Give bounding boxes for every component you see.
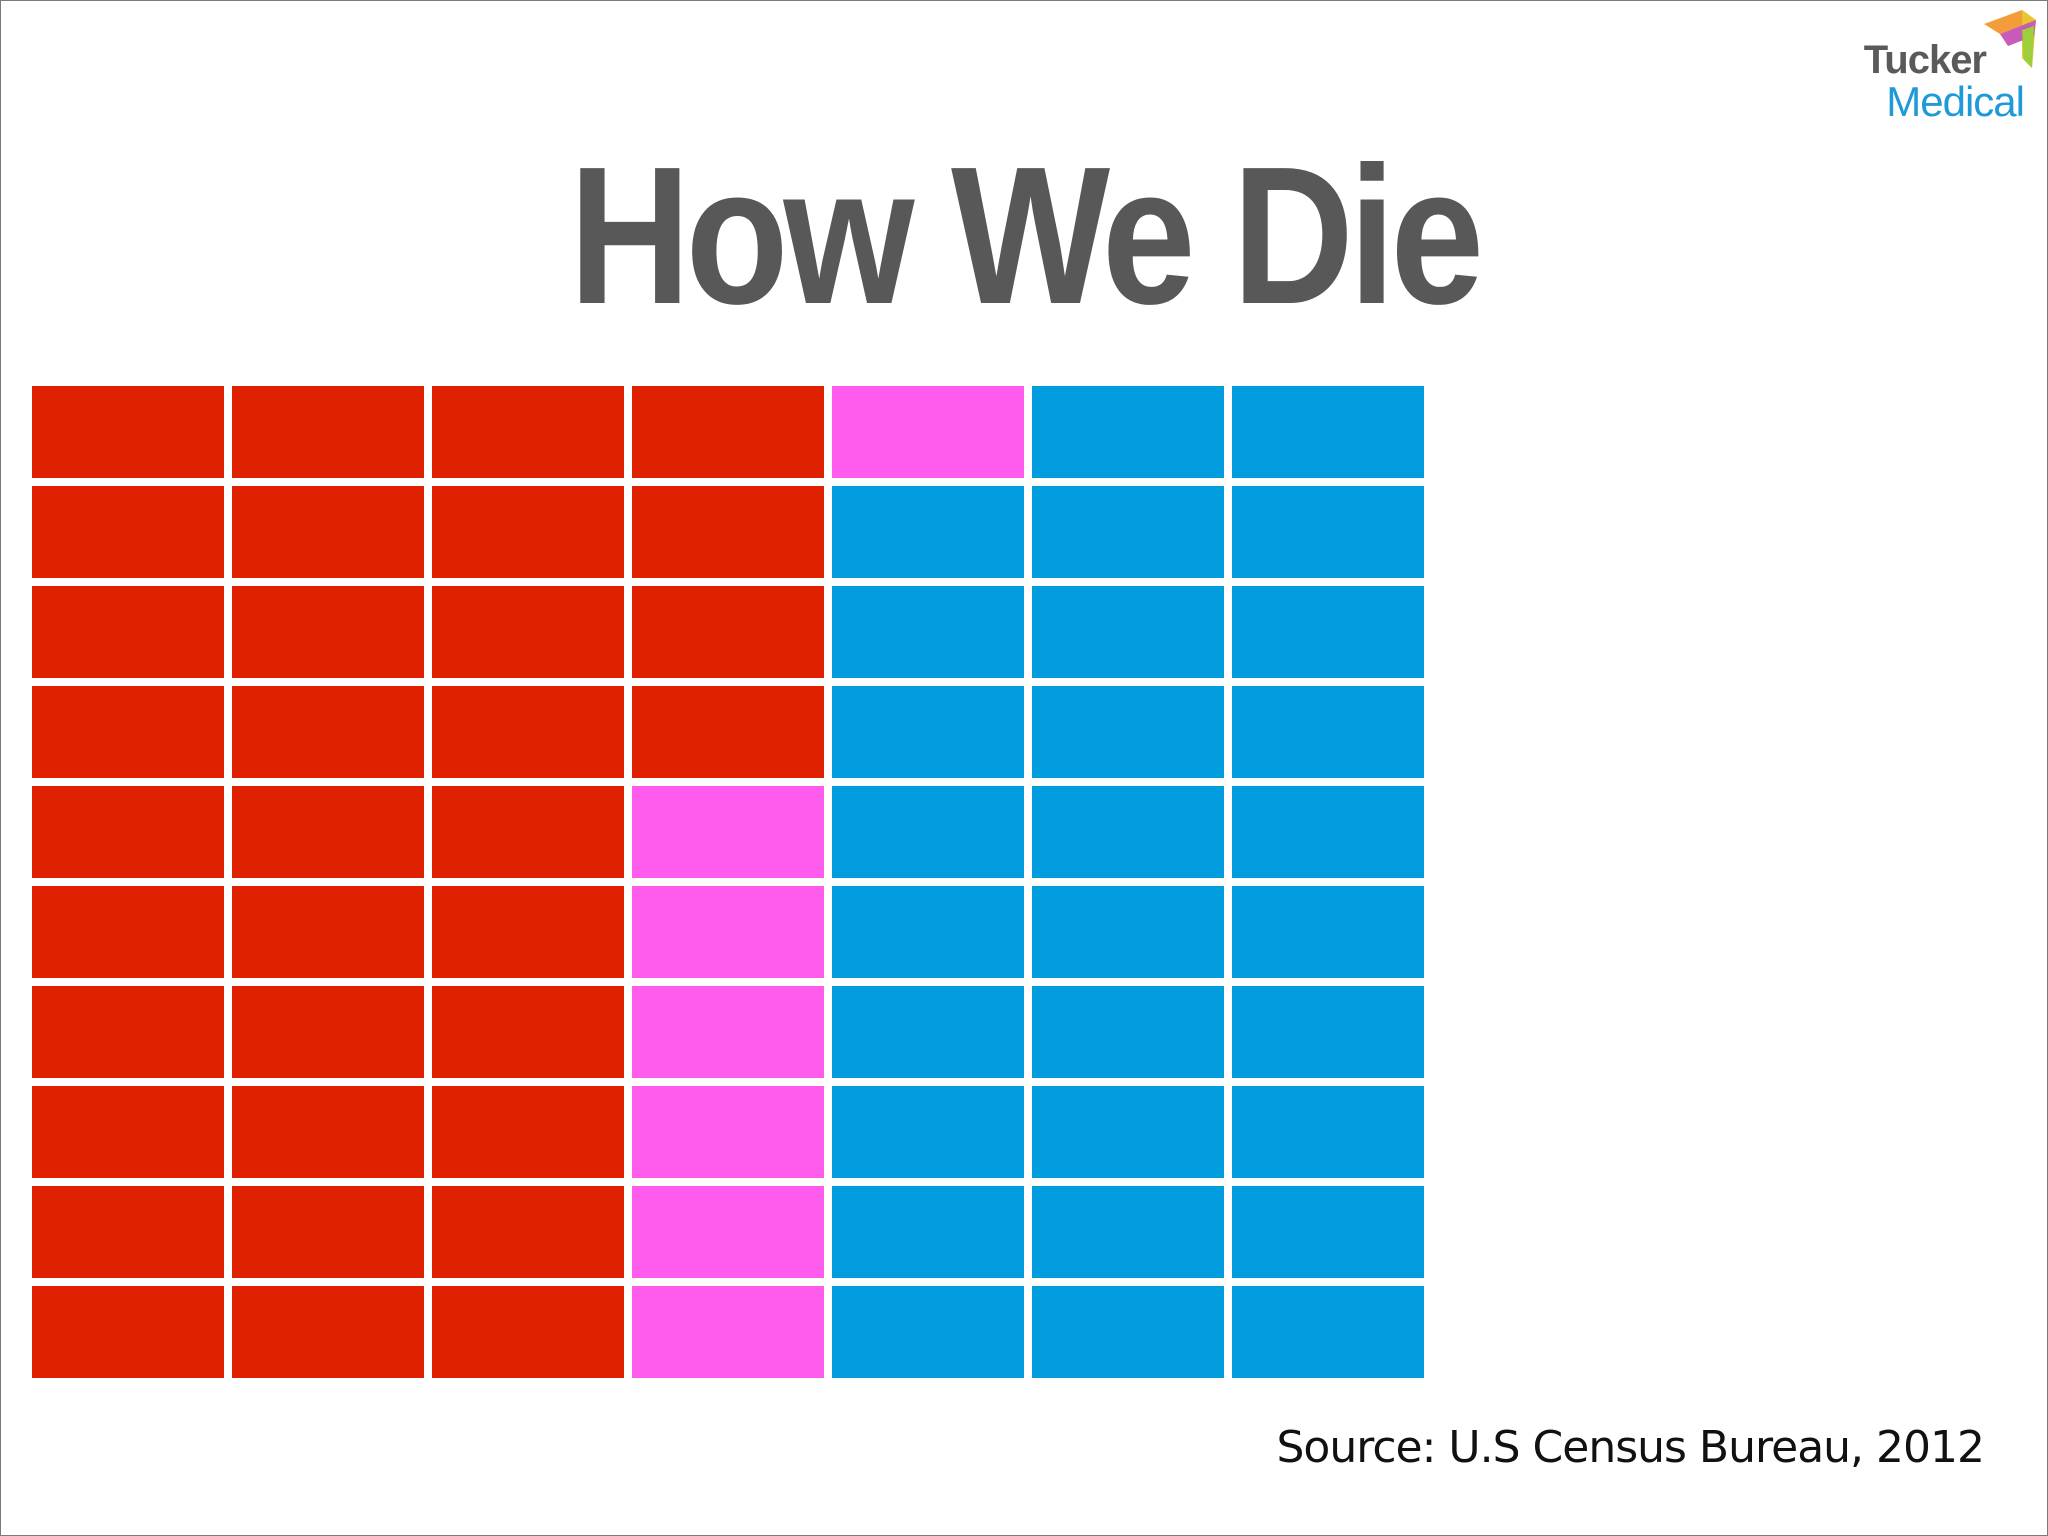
waffle-cell-c4-r6 bbox=[632, 886, 824, 978]
waffle-cell-c6-r6 bbox=[1032, 886, 1224, 978]
waffle-cell-c2-r1 bbox=[232, 386, 424, 478]
waffle-cell-c1-r2 bbox=[32, 486, 224, 578]
waffle-cell-c4-r7 bbox=[632, 986, 824, 1078]
waffle-cell-c7-r3 bbox=[1232, 586, 1424, 678]
logo-text-tucker: Tucker bbox=[1863, 38, 1987, 82]
waffle-chart bbox=[32, 386, 1424, 1378]
waffle-cell-c3-r2 bbox=[432, 486, 624, 578]
waffle-cell-c3-r10 bbox=[432, 1286, 624, 1378]
waffle-cell-c4-r5 bbox=[632, 786, 824, 878]
waffle-cell-c6-r9 bbox=[1032, 1186, 1224, 1278]
waffle-cell-c2-r6 bbox=[232, 886, 424, 978]
waffle-cell-c4-r2 bbox=[632, 486, 824, 578]
waffle-cell-c6-r5 bbox=[1032, 786, 1224, 878]
waffle-cell-c1-r8 bbox=[32, 1086, 224, 1178]
waffle-cell-c2-r4 bbox=[232, 686, 424, 778]
waffle-cell-c7-r1 bbox=[1232, 386, 1424, 478]
waffle-cell-c3-r1 bbox=[432, 386, 624, 478]
waffle-cell-c4-r4 bbox=[632, 686, 824, 778]
waffle-cell-c1-r6 bbox=[32, 886, 224, 978]
logo-text-medical: Medical bbox=[1886, 78, 2025, 125]
waffle-cell-c3-r3 bbox=[432, 586, 624, 678]
source-note: Source: U.S Census Bureau, 2012 bbox=[1276, 1422, 1985, 1473]
waffle-cell-c6-r1 bbox=[1032, 386, 1224, 478]
waffle-cell-c6-r2 bbox=[1032, 486, 1224, 578]
waffle-cell-c3-r4 bbox=[432, 686, 624, 778]
waffle-cell-c4-r3 bbox=[632, 586, 824, 678]
waffle-cell-c4-r1 bbox=[632, 386, 824, 478]
waffle-cell-c3-r5 bbox=[432, 786, 624, 878]
waffle-cell-c2-r9 bbox=[232, 1186, 424, 1278]
waffle-cell-c5-r9 bbox=[832, 1186, 1024, 1278]
waffle-cell-c2-r2 bbox=[232, 486, 424, 578]
waffle-cell-c7-r6 bbox=[1232, 886, 1424, 978]
waffle-cell-c2-r8 bbox=[232, 1086, 424, 1178]
waffle-cell-c6-r8 bbox=[1032, 1086, 1224, 1178]
waffle-cell-c6-r7 bbox=[1032, 986, 1224, 1078]
waffle-cell-c5-r8 bbox=[832, 1086, 1024, 1178]
waffle-cell-c2-r10 bbox=[232, 1286, 424, 1378]
waffle-cell-c5-r6 bbox=[832, 886, 1024, 978]
logo-cube-icon bbox=[1984, 10, 2036, 68]
chart-title: How We Die bbox=[569, 126, 1484, 345]
waffle-cell-c5-r2 bbox=[832, 486, 1024, 578]
waffle-cell-c4-r10 bbox=[632, 1286, 824, 1378]
waffle-cell-c1-r5 bbox=[32, 786, 224, 878]
waffle-cell-c6-r3 bbox=[1032, 586, 1224, 678]
waffle-cell-c1-r4 bbox=[32, 686, 224, 778]
waffle-cell-c5-r4 bbox=[832, 686, 1024, 778]
waffle-cell-c5-r7 bbox=[832, 986, 1024, 1078]
waffle-cell-c7-r2 bbox=[1232, 486, 1424, 578]
waffle-cell-c2-r5 bbox=[232, 786, 424, 878]
waffle-cell-c3-r9 bbox=[432, 1186, 624, 1278]
waffle-cell-c5-r10 bbox=[832, 1286, 1024, 1378]
waffle-cell-c2-r3 bbox=[232, 586, 424, 678]
waffle-cell-c6-r10 bbox=[1032, 1286, 1224, 1378]
waffle-cell-c4-r8 bbox=[632, 1086, 824, 1178]
waffle-cell-c5-r1 bbox=[832, 386, 1024, 478]
waffle-cell-c7-r10 bbox=[1232, 1286, 1424, 1378]
waffle-cell-c7-r8 bbox=[1232, 1086, 1424, 1178]
waffle-cell-c1-r9 bbox=[32, 1186, 224, 1278]
waffle-cell-c2-r7 bbox=[232, 986, 424, 1078]
waffle-cell-c7-r4 bbox=[1232, 686, 1424, 778]
waffle-cell-c3-r8 bbox=[432, 1086, 624, 1178]
waffle-cell-c1-r10 bbox=[32, 1286, 224, 1378]
waffle-cell-c7-r7 bbox=[1232, 986, 1424, 1078]
waffle-cell-c7-r9 bbox=[1232, 1186, 1424, 1278]
tucker-medical-logo: Tucker Medical bbox=[1846, 2, 2036, 132]
waffle-cell-c3-r6 bbox=[432, 886, 624, 978]
waffle-cell-c5-r5 bbox=[832, 786, 1024, 878]
waffle-cell-c7-r5 bbox=[1232, 786, 1424, 878]
waffle-cell-c1-r1 bbox=[32, 386, 224, 478]
waffle-cell-c4-r9 bbox=[632, 1186, 824, 1278]
waffle-cell-c1-r3 bbox=[32, 586, 224, 678]
waffle-cell-c1-r7 bbox=[32, 986, 224, 1078]
waffle-cell-c5-r3 bbox=[832, 586, 1024, 678]
waffle-cell-c3-r7 bbox=[432, 986, 624, 1078]
waffle-cell-c6-r4 bbox=[1032, 686, 1224, 778]
